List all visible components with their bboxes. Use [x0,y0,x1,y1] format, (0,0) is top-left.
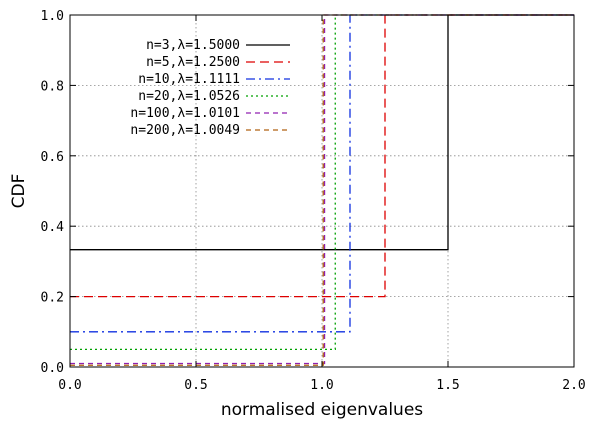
series-line-6 [70,14,574,366]
x-axis-title: normalised eigenvalues [221,400,423,420]
legend-label: n=3,λ=1.5000 [146,38,240,53]
series-line-5 [70,14,574,365]
legend-label: n=10,λ=1.1111 [138,72,240,87]
y-tick-label: 0.8 [41,79,64,94]
x-tick-label: 1.0 [310,378,333,393]
legend-label: n=100,λ=1.0101 [130,106,240,121]
x-tick-label: 1.5 [436,378,459,393]
y-axis-title: CDF [9,174,29,209]
x-tick-label: 2.0 [562,378,585,393]
y-tick-label: 1.0 [41,9,64,24]
legend-label: n=20,λ=1.0526 [138,89,240,104]
legend: n=3,λ=1.5000 n=5,λ=1.2500 n=10,λ=1.1111 n=2… [130,38,290,138]
y-tick-label: 0.2 [41,291,64,306]
x-tick-label: 0.5 [184,378,207,393]
axis-ticks: 0.0 0.5 1.0 1.5 2.0 0.0 0.2 0.4 0.6 0.8 1.0 [41,9,586,393]
y-tick-label: 0.4 [41,220,65,235]
x-tick-label: 0.0 [58,378,81,393]
y-tick-label: 0.0 [41,361,64,376]
y-tick-label: 0.6 [41,150,64,165]
legend-label: n=5,λ=1.2500 [146,55,240,70]
legend-label: n=200,λ=1.0049 [130,123,240,138]
